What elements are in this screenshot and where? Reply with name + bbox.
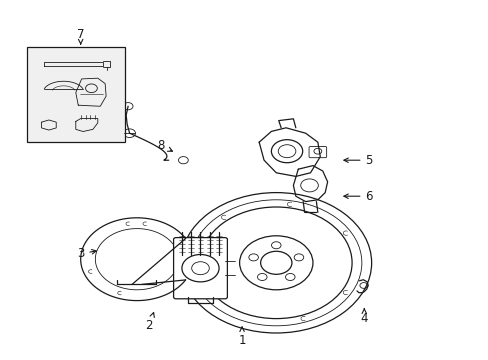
Circle shape [123,103,133,110]
Bar [27,47,124,142]
Text: 5: 5 [343,154,372,167]
Text: 6: 6 [343,190,372,203]
Text: 8: 8 [157,139,172,152]
Text: 7: 7 [77,28,84,44]
Circle shape [239,236,312,290]
Text: 2: 2 [145,312,154,332]
Text: 4: 4 [360,309,367,325]
FancyBboxPatch shape [173,238,227,299]
Text: 1: 1 [238,327,245,347]
Circle shape [300,179,318,192]
Circle shape [123,129,135,138]
FancyBboxPatch shape [308,147,326,158]
Circle shape [313,148,321,154]
Circle shape [182,255,219,282]
Text: 3: 3 [77,247,96,260]
Circle shape [271,140,302,163]
Circle shape [178,157,188,164]
